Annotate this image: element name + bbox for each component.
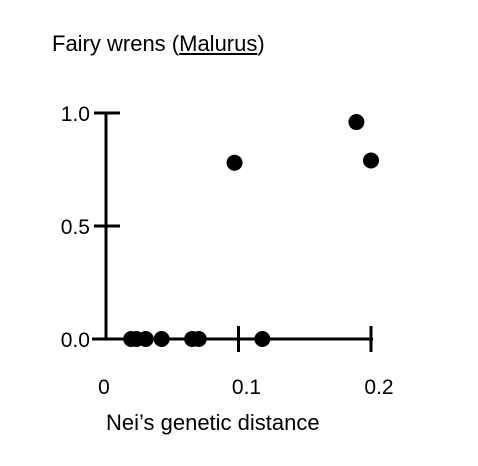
chart-title-prefix: Fairy wrens ( xyxy=(52,31,180,56)
y-tick-label-2: 1.0 xyxy=(61,103,90,126)
chart-title-genus: Malurus xyxy=(179,31,258,56)
x-tick-label-1: 0.1 xyxy=(232,376,261,399)
data-point-8 xyxy=(348,114,365,131)
data-point-7 xyxy=(254,331,271,347)
chart-title-suffix: ) xyxy=(257,31,265,56)
data-point-9 xyxy=(363,152,379,169)
y-tick-label-0: 0.0 xyxy=(61,329,90,352)
data-points xyxy=(123,114,379,347)
axes xyxy=(92,113,373,341)
data-point-6 xyxy=(226,154,243,171)
x-axis-label: Nei’s genetic distance xyxy=(106,410,320,435)
ticks: 0.0 0.5 1.0 0 0.1 0.2 xyxy=(61,103,394,399)
chart-title: Fairy wrens (Malurus) xyxy=(52,31,265,57)
x-tick-label-0: 0 xyxy=(98,376,110,399)
data-point-5 xyxy=(190,331,207,347)
data-point-3 xyxy=(153,331,170,347)
y-tick-label-1: 0.5 xyxy=(61,216,90,239)
x-tick-label-2: 0.2 xyxy=(364,376,393,399)
data-point-2 xyxy=(137,331,154,347)
